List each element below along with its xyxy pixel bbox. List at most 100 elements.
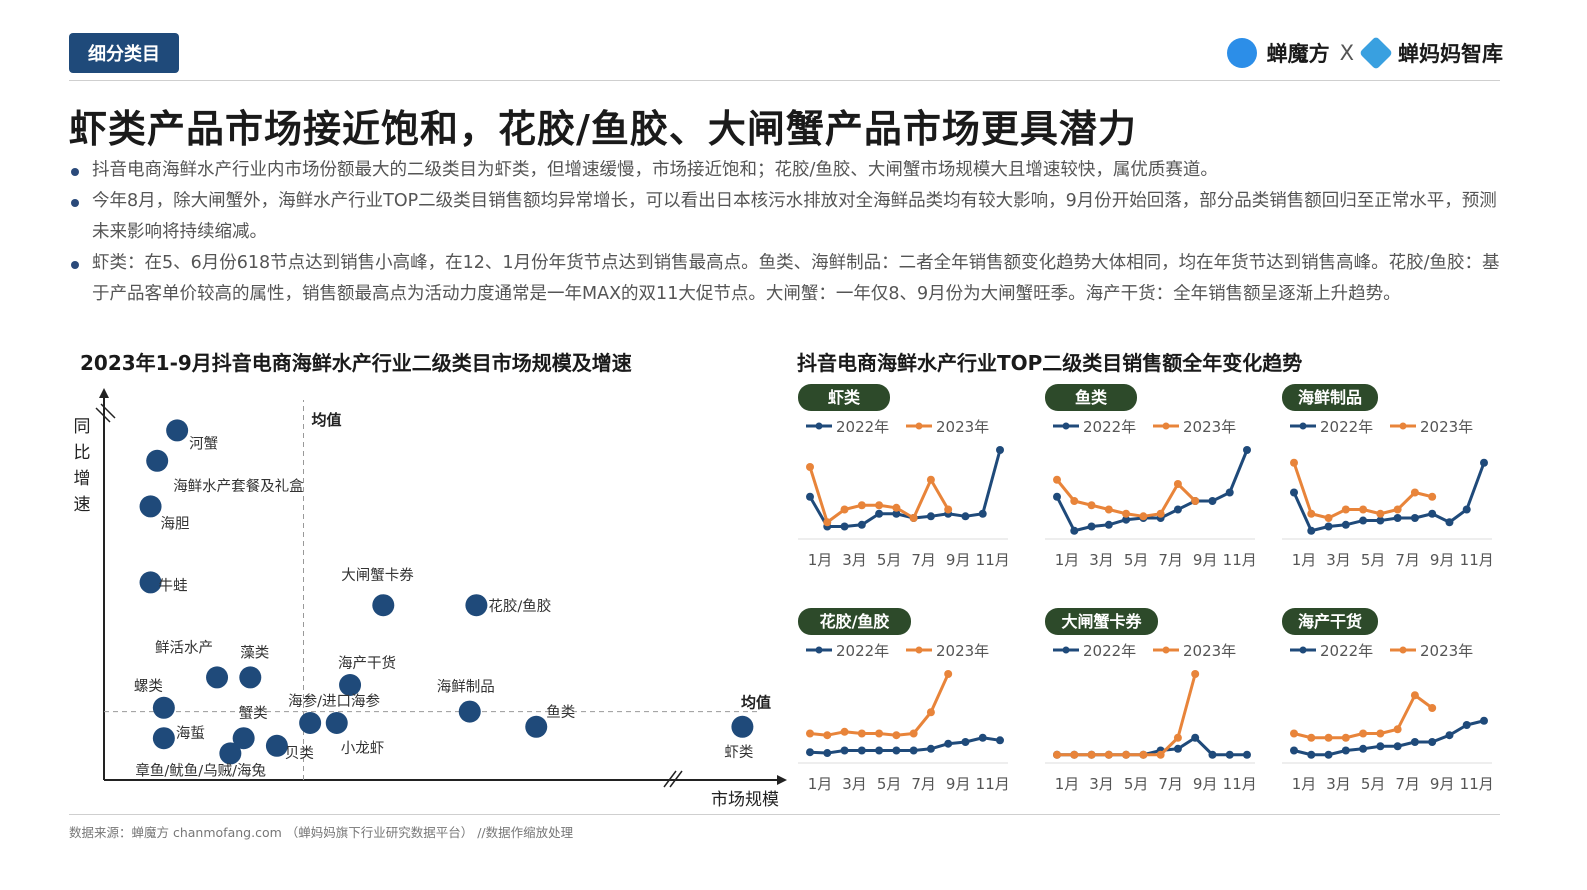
series-point <box>978 733 987 742</box>
scatter-point-label: 鲜活水产 <box>155 639 213 656</box>
series-point <box>1376 509 1385 518</box>
series-point <box>1070 750 1079 759</box>
x-tick-label: 7月 <box>1395 551 1420 569</box>
series-point <box>1410 514 1419 522</box>
legend-label: 2023年 <box>1420 418 1473 436</box>
legend-label: 2023年 <box>1183 642 1236 660</box>
x-tick-label: 3月 <box>842 551 867 569</box>
mini-chart-title-pill <box>1282 608 1378 635</box>
series-point <box>1156 509 1165 518</box>
scatter-point-label: 大闸蟹卡券 <box>341 567 414 584</box>
scatter-point <box>139 571 162 594</box>
scatter-point <box>265 734 288 757</box>
series-point <box>857 746 866 755</box>
x-tick-label: 1月 <box>1292 775 1317 793</box>
mini-chart-title: 花胶/鱼胶 <box>820 612 890 631</box>
series-point <box>1191 733 1200 742</box>
brand-separator: X <box>1339 41 1354 65</box>
scatter-point-label: 小龙虾 <box>341 740 385 757</box>
scatter-point-label: 贝类 <box>285 745 314 762</box>
series-point <box>1428 704 1437 712</box>
x-tick-label: 9月 <box>1193 775 1218 793</box>
series-point <box>944 670 953 678</box>
x-tick-label: 3月 <box>842 775 867 793</box>
scatter-point-label: 章鱼/鱿鱼/乌贼/海兔 <box>135 761 266 779</box>
series-point <box>1087 501 1096 510</box>
page-title: 虾类产品市场接近饱和，花胶/鱼胶、大闸蟹产品市场更具潜力 <box>69 107 1137 151</box>
series-point <box>1341 746 1350 755</box>
x-tick-label: 9月 <box>1430 775 1455 793</box>
mini-chart: 海产干货 2022年 2023年 1月 3月 5月 7月 9月 11月 <box>1282 608 1494 793</box>
series-point <box>823 749 832 758</box>
series-point <box>1122 750 1131 759</box>
legend-label: 2022年 <box>1083 642 1136 660</box>
series-point <box>1070 497 1079 505</box>
chanmofang-logo-icon <box>1226 38 1257 68</box>
scatter-point <box>731 715 754 738</box>
scatter-point-label: 鱼类 <box>546 703 575 721</box>
series-point <box>1087 750 1096 759</box>
series-line <box>1057 673 1197 757</box>
series-point <box>1376 729 1385 738</box>
x-tick-label: 11月 <box>976 775 1010 793</box>
bullet-item: 抖音电商海鲜水产行业内市场份额最大的二级类目为虾类，但增速缓慢，市场接近饱和；花… <box>69 155 1509 186</box>
mean-y-label: 均值 <box>741 694 771 712</box>
mini-chart-title: 大闸蟹卡券 <box>1061 612 1142 631</box>
scatter-point <box>239 666 262 689</box>
header-divider <box>69 80 1500 81</box>
scatter-point-label: 海蜇 <box>176 725 205 742</box>
series-point <box>1139 750 1148 759</box>
series-point <box>1243 750 1251 759</box>
series-point <box>1087 522 1096 531</box>
series-point <box>1359 744 1368 753</box>
series-point <box>1173 505 1182 514</box>
legend-label: 2023年 <box>936 418 989 436</box>
scatter-point-label: 螺类 <box>134 678 163 695</box>
mini-chart: 虾类 2022年 2023年 1月 3月 5月 7月 9月 11月 <box>798 384 1010 569</box>
legend-swatch-dot <box>1162 422 1170 430</box>
legend-swatch-dot <box>815 646 823 654</box>
scatter-point <box>232 727 255 750</box>
legend-swatch-dot <box>915 422 923 430</box>
y-axis-break <box>100 403 116 419</box>
legend-label: 2022年 <box>1083 418 1136 436</box>
mini-chart-title: 海产干货 <box>1298 612 1362 631</box>
series-point <box>1462 505 1471 514</box>
legend-label: 2022年 <box>836 642 889 660</box>
series-line <box>1292 462 1486 533</box>
legend-swatch-dot <box>1399 422 1407 430</box>
scatter-point-label: 牛蛙 <box>159 577 188 594</box>
series-point <box>1393 514 1402 522</box>
x-tick-label: 5月 <box>1124 551 1149 569</box>
legend-swatch-dot <box>1299 422 1307 430</box>
scatter-point-label: 蟹类 <box>239 705 268 722</box>
series-point <box>1156 750 1165 759</box>
series-point <box>892 509 901 518</box>
series-point <box>1208 497 1217 505</box>
series-point <box>1341 520 1350 529</box>
mini-chart-title-pill <box>798 608 911 635</box>
x-tick-label: 1月 <box>808 551 833 569</box>
x-tick-label: 11月 <box>1460 775 1494 793</box>
series-point <box>1053 492 1061 501</box>
x-tick-label: 1月 <box>808 775 833 793</box>
series-point <box>1225 750 1234 759</box>
x-tick-label: 9月 <box>1193 551 1218 569</box>
series-point <box>1070 526 1079 535</box>
series-line <box>809 673 950 737</box>
series-point <box>1480 716 1488 725</box>
legend-swatch-dot <box>1299 646 1307 654</box>
series-point <box>806 729 814 738</box>
scatter-point <box>166 419 189 442</box>
series-point <box>806 748 814 757</box>
series-point <box>1410 738 1419 746</box>
scatter-point-label: 海产干货 <box>338 655 396 672</box>
bullet-item: 今年8月，除大闸蟹外，海鲜水产行业TOP二级类目销售额均异常增长，可以看出日本核… <box>69 186 1509 248</box>
x-tick-label: 11月 <box>976 551 1010 569</box>
series-point <box>1324 750 1333 759</box>
scatter-point <box>339 674 362 696</box>
series-point <box>1341 733 1350 742</box>
series-point <box>1359 505 1368 514</box>
series-point <box>892 503 901 512</box>
legend-swatch-dot <box>1062 646 1070 654</box>
